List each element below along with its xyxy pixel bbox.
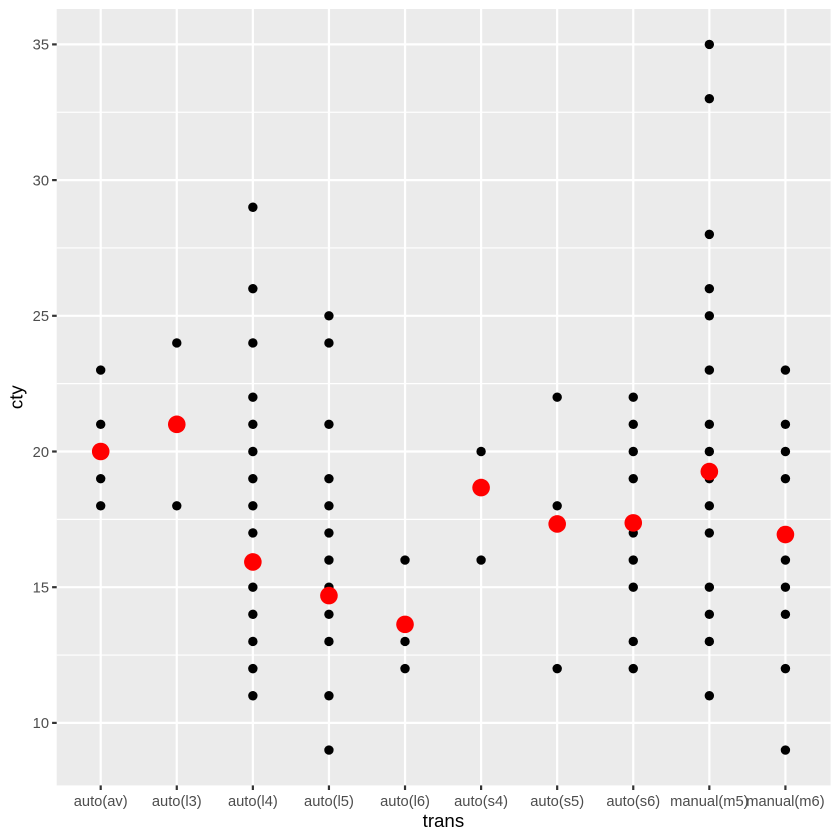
svg-text:cty: cty [6,385,27,410]
svg-text:auto(av): auto(av) [74,794,128,810]
svg-text:auto(l5): auto(l5) [304,794,354,810]
svg-text:25: 25 [33,309,49,325]
svg-text:35: 35 [33,38,49,54]
svg-text:15: 15 [33,581,49,597]
svg-text:auto(s6): auto(s6) [606,794,660,810]
svg-text:20: 20 [33,445,49,461]
svg-text:auto(l3): auto(l3) [152,794,202,810]
svg-text:auto(s4): auto(s4) [454,794,508,810]
svg-text:10: 10 [33,716,49,732]
svg-text:manual(m5): manual(m5) [670,794,748,810]
svg-text:auto(l6): auto(l6) [380,794,430,810]
svg-text:auto(l4): auto(l4) [228,794,278,810]
svg-text:trans: trans [423,810,465,831]
svg-text:manual(m6): manual(m6) [746,794,824,810]
svg-text:30: 30 [33,173,49,189]
svg-text:auto(s5): auto(s5) [530,794,584,810]
